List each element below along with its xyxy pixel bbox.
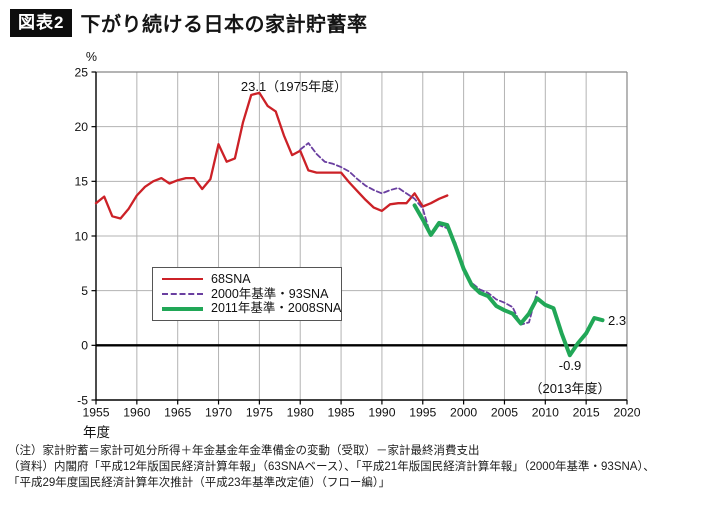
figure-title: 下がり続ける日本の家計貯蓄率	[80, 14, 368, 36]
svg-text:2020: 2020	[613, 406, 640, 420]
legend-label: 2011年基準・2008SNA	[211, 301, 342, 316]
svg-text:0: 0	[81, 339, 88, 353]
legend-item-68sna: 68SNA	[162, 272, 337, 287]
footnotes: （注）家計貯蓄＝家計可処分所得＋年金基金年金準備金の変動（受取）－家計最終消費支…	[8, 443, 655, 491]
svg-text:%: %	[86, 50, 97, 64]
dip-year-annotation: （2013年度）	[529, 381, 611, 396]
svg-text:1965: 1965	[164, 406, 191, 420]
svg-text:10: 10	[74, 229, 88, 243]
svg-text:2000: 2000	[450, 406, 477, 420]
svg-text:1955: 1955	[82, 406, 109, 420]
legend-item-93sna: 2000年基準・93SNA	[162, 287, 337, 302]
svg-text:1975: 1975	[246, 406, 273, 420]
dip-value-annotation: -0.9	[558, 358, 582, 373]
svg-text:1995: 1995	[409, 406, 436, 420]
svg-text:2010: 2010	[532, 406, 559, 420]
purple-dashed-line-swatch	[162, 293, 203, 295]
svg-text:15: 15	[74, 175, 88, 189]
svg-text:年度: 年度	[83, 425, 110, 440]
note-line-2: （資料）内閣府「平成12年版国民経済計算年報」（63SNAベース）、「平成21年…	[8, 461, 655, 473]
legend-label: 2000年基準・93SNA	[211, 286, 329, 301]
svg-text:1960: 1960	[123, 406, 150, 420]
svg-text:2015: 2015	[573, 406, 600, 420]
svg-text:1980: 1980	[287, 406, 314, 420]
legend-item-2008sna: 2011年基準・2008SNA	[162, 301, 341, 316]
svg-text:2005: 2005	[491, 406, 518, 420]
red-solid-line-swatch	[162, 278, 203, 281]
green-thick-line-swatch	[162, 306, 203, 311]
svg-text:-5: -5	[77, 393, 88, 407]
legend-label: 68SNA	[211, 272, 251, 287]
figure-header: 図表2 下がり続ける日本の家計貯蓄率	[10, 8, 367, 37]
svg-text:1970: 1970	[205, 406, 232, 420]
svg-text:1990: 1990	[368, 406, 395, 420]
svg-text:25: 25	[74, 65, 88, 79]
note-line-3: 「平成29年度国民経済計算年次推計（平成23年基準改定値）（フロー編）」	[8, 477, 391, 489]
svg-text:20: 20	[74, 120, 88, 134]
svg-text:1985: 1985	[328, 406, 355, 420]
chart-legend: 68SNA 2000年基準・93SNA 2011年基準・2008SNA	[152, 267, 342, 321]
svg-text:5: 5	[81, 284, 88, 298]
savings-rate-line-chart: 1955 1960 1965 1970 1975 1980 1985 1990 1995 2000…	[74, 50, 640, 440]
figure-tag: 図表2	[10, 8, 73, 37]
note-line-1: （注）家計貯蓄＝家計可処分所得＋年金基金年金準備金の変動（受取）－家計最終消費支…	[8, 445, 480, 457]
peak-annotation: 23.1（1975年度）	[240, 79, 348, 94]
end-value-annotation: 2.3	[608, 313, 627, 328]
